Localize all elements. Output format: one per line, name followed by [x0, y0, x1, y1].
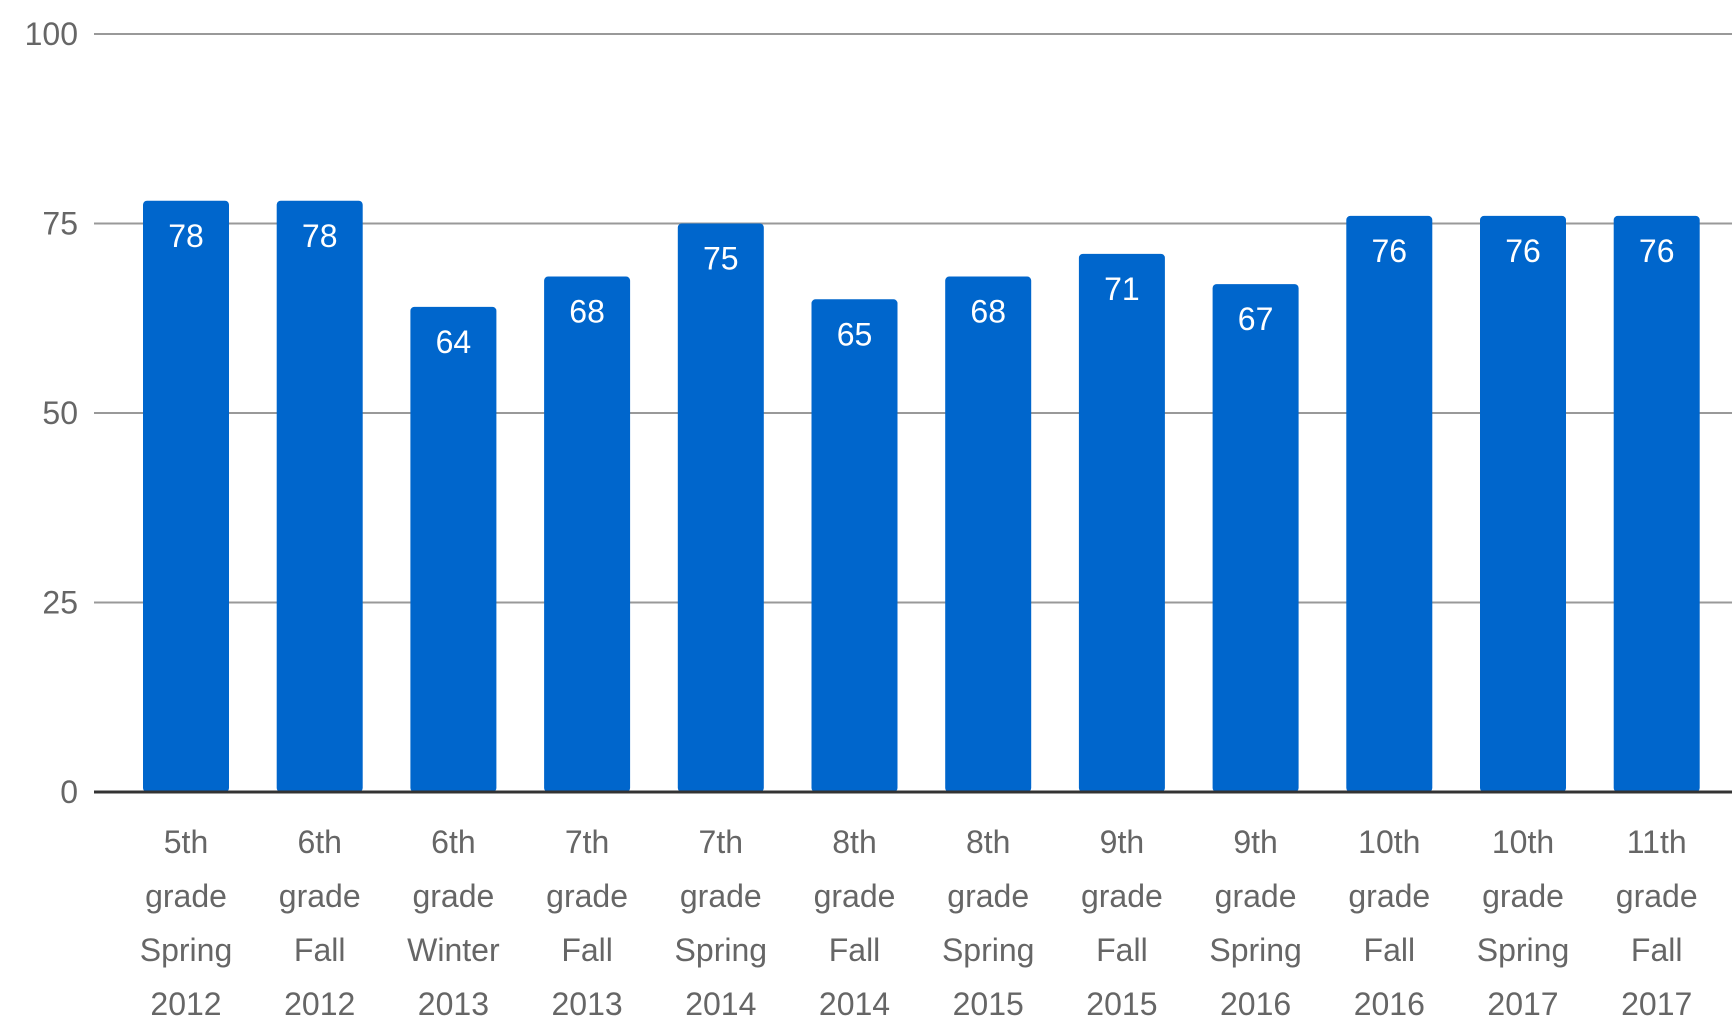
data-label: 76: [1639, 233, 1675, 269]
y-tick-label: 0: [60, 774, 78, 810]
data-label: 64: [436, 324, 472, 360]
data-label: 78: [168, 218, 204, 254]
x-tick-label: 8th grade Spring 2015: [942, 824, 1035, 1021]
y-tick-label: 50: [42, 395, 78, 431]
bar: [945, 276, 1032, 792]
x-tick-label: 9th grade Spring 2016: [1209, 824, 1302, 1021]
bar: [1212, 284, 1299, 792]
data-label: 76: [1372, 233, 1408, 269]
y-tick-label: 25: [42, 585, 78, 621]
y-tick-label: 75: [42, 206, 78, 242]
bar: [544, 276, 631, 792]
bar: [811, 299, 898, 792]
data-label: 67: [1238, 301, 1274, 337]
data-label: 76: [1505, 233, 1541, 269]
bar: [410, 306, 497, 792]
bar: [1480, 215, 1566, 793]
bar: [677, 223, 764, 792]
data-label: 71: [1104, 271, 1140, 307]
data-label: 68: [970, 294, 1006, 330]
data-label: 75: [703, 241, 739, 277]
x-tick-label: 7th grade Spring 2014: [675, 824, 768, 1021]
bar: [1613, 215, 1700, 793]
bar: [143, 200, 229, 792]
bar: [1346, 215, 1433, 793]
data-label: 65: [837, 316, 873, 352]
x-tick-label: 10th grade Fall 2016: [1348, 824, 1430, 1021]
x-tick-label: 8th grade Fall 2014: [814, 824, 896, 1021]
x-tick-label: 5th grade Spring 2012: [140, 824, 233, 1021]
x-tick-label: 9th grade Fall 2015: [1081, 824, 1163, 1021]
y-tick-label: 100: [25, 16, 78, 52]
x-tick-label: 11th grade Fall 2017: [1616, 824, 1698, 1021]
bar: [1078, 253, 1165, 792]
data-label: 68: [569, 294, 605, 330]
bar: [276, 200, 363, 792]
x-tick-label: 6th grade Fall 2012: [279, 824, 361, 1021]
data-label: 78: [302, 218, 338, 254]
x-tick-label: 6th grade Winter 2013: [407, 824, 500, 1021]
x-tick-label: 7th grade Fall 2013: [546, 824, 628, 1021]
x-tick-label: 10th grade Spring 2017: [1477, 824, 1570, 1021]
